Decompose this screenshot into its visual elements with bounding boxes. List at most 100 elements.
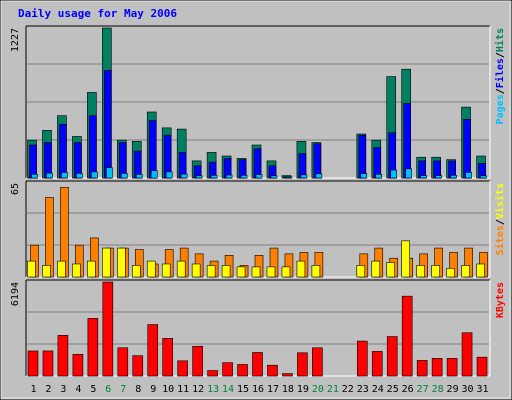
bar-hits-pages-day-29 (450, 175, 457, 179)
bar-hits-pages-day-17 (270, 175, 278, 179)
bar-kbytes-kbytes-day-3 (57, 335, 69, 377)
bar-hits-files-day-1 (29, 144, 37, 179)
x-tick-label-day-30: 30 (462, 384, 474, 395)
x-tick-label-day-13: 13 (207, 384, 219, 395)
bar-hits-pages-day-13 (210, 175, 218, 179)
bar-kbytes-kbytes-day-17 (267, 364, 278, 377)
bar-hits-files-day-26 (403, 103, 411, 179)
bar-kbytes-kbytes-day-5 (87, 318, 99, 377)
panel-kbytes-legend: KBytes (495, 282, 506, 318)
x-tick-label-day-21: 21 (327, 384, 339, 395)
bar-visits-sites-day-25 (386, 262, 396, 278)
legend-entry: KBytes (495, 282, 506, 318)
bar-hits-pages-day-16 (255, 174, 263, 179)
x-tick-label-day-5: 5 (90, 384, 96, 395)
bar-kbytes-kbytes-day-20 (312, 347, 323, 377)
bar-visits-sites-day-27 (416, 265, 425, 278)
bar-visits-sites-day-4 (72, 263, 81, 278)
x-tick-label-day-14: 14 (222, 384, 234, 395)
x-tick-label-day-28: 28 (432, 384, 444, 395)
bar-hits-files-day-3 (59, 123, 67, 179)
bar-hits-files-day-8 (133, 150, 142, 179)
bar-hits-files-day-9 (148, 120, 157, 179)
bar-visits-sites-day-12 (191, 263, 201, 278)
bar-kbytes-kbytes-day-28 (431, 358, 443, 377)
legend-entry: / (495, 52, 506, 58)
bar-visits-sites-day-13 (206, 265, 216, 278)
bar-visits-sites-day-15 (236, 266, 246, 278)
x-tick-label-day-4: 4 (75, 384, 81, 395)
bar-hits-files-day-6 (104, 70, 112, 179)
panel-kbytes-ymax-label: 6194 (10, 282, 21, 306)
bar-hits-pages-day-28 (435, 175, 442, 179)
legend-entry: Hits (494, 28, 506, 52)
panel-visits-legend: Sites/Visits (494, 183, 506, 255)
legend-entry: Sites (494, 225, 506, 255)
bar-visits-sites-day-18 (281, 266, 291, 278)
bar-kbytes-kbytes-day-8 (132, 355, 144, 377)
bar-hits-pages-day-26 (405, 168, 412, 179)
bar-hits-pages-day-8 (135, 174, 143, 179)
bar-hits-pages-day-3 (61, 172, 68, 179)
bar-kbytes-kbytes-day-13 (207, 370, 218, 377)
x-tick-label-day-7: 7 (120, 384, 126, 395)
x-tick-label-day-31: 31 (476, 384, 488, 395)
bar-visits-sites-day-24 (371, 260, 381, 278)
bar-visits-sites-day-28 (431, 265, 440, 278)
x-tick-label-day-16: 16 (252, 384, 264, 395)
bar-visits-sites-day-5 (87, 260, 96, 278)
bar-hits-files-day-19 (298, 153, 307, 179)
bar-hits-pages-day-5 (91, 171, 98, 179)
bar-kbytes-kbytes-day-23 (356, 340, 368, 377)
bar-visits-sites-day-31 (476, 263, 485, 278)
bar-hits-pages-day-19 (300, 174, 308, 179)
x-tick-label-day-19: 19 (297, 384, 309, 395)
bar-hits-pages-day-14 (225, 174, 233, 179)
bar-kbytes-kbytes-day-2 (42, 350, 54, 377)
legend-entry: / (495, 88, 506, 94)
bar-visits-sites-day-29 (446, 268, 455, 278)
bar-visits-sites-day-14 (221, 265, 231, 278)
bar-kbytes-kbytes-day-26 (401, 295, 413, 377)
bar-visits-sites-day-26 (401, 240, 410, 278)
bar-hits-files-day-16 (253, 148, 262, 179)
bar-kbytes-kbytes-day-7 (117, 347, 129, 377)
bar-hits-pages-day-27 (420, 175, 427, 179)
legend-entry: Visits (494, 183, 506, 219)
bar-kbytes-kbytes-day-1 (27, 350, 39, 377)
bar-hits-files-day-23 (358, 134, 367, 179)
x-tick-label-day-3: 3 (60, 384, 66, 395)
bar-kbytes-kbytes-day-9 (147, 324, 159, 377)
bar-visits-sites-day-20 (311, 265, 321, 278)
bar-kbytes-kbytes-day-29 (446, 358, 458, 377)
bar-hits-files-day-30 (463, 119, 471, 179)
bar-visits-sites-day-6 (102, 247, 111, 278)
bar-kbytes-kbytes-day-11 (177, 360, 188, 377)
x-tick-label-day-12: 12 (192, 384, 204, 395)
bar-kbytes-kbytes-day-15 (237, 364, 248, 377)
x-tick-label-day-6: 6 (105, 384, 111, 395)
bar-visits-sites-day-8 (131, 265, 141, 278)
bar-hits-pages-day-23 (360, 173, 368, 179)
bar-hits-pages-day-18 (285, 176, 293, 179)
x-tick-label-day-23: 23 (357, 384, 369, 395)
bar-visits-sites-day-10 (161, 263, 171, 278)
bar-kbytes-kbytes-day-24 (371, 351, 383, 377)
bar-kbytes-kbytes-day-14 (222, 362, 233, 377)
bar-hits-pages-day-30 (465, 172, 472, 179)
bar-kbytes-kbytes-day-16 (252, 352, 263, 377)
x-tick-label-day-24: 24 (372, 384, 384, 395)
bar-hits-files-day-5 (89, 115, 97, 179)
bar-visits-sites-day-11 (176, 260, 186, 278)
bar-hits-pages-day-15 (240, 175, 248, 179)
bar-visits-sites-day-19 (296, 260, 306, 278)
bar-hits-pages-day-10 (165, 171, 173, 179)
x-tick-label-day-17: 17 (267, 384, 279, 395)
bar-visits-sites-day-9 (146, 260, 156, 278)
bar-hits-pages-day-25 (390, 169, 398, 179)
panel-hits-ymax-label: 1227 (10, 28, 21, 52)
bar-visits-sites-day-2 (42, 265, 51, 278)
x-tick-label-day-26: 26 (402, 384, 414, 395)
